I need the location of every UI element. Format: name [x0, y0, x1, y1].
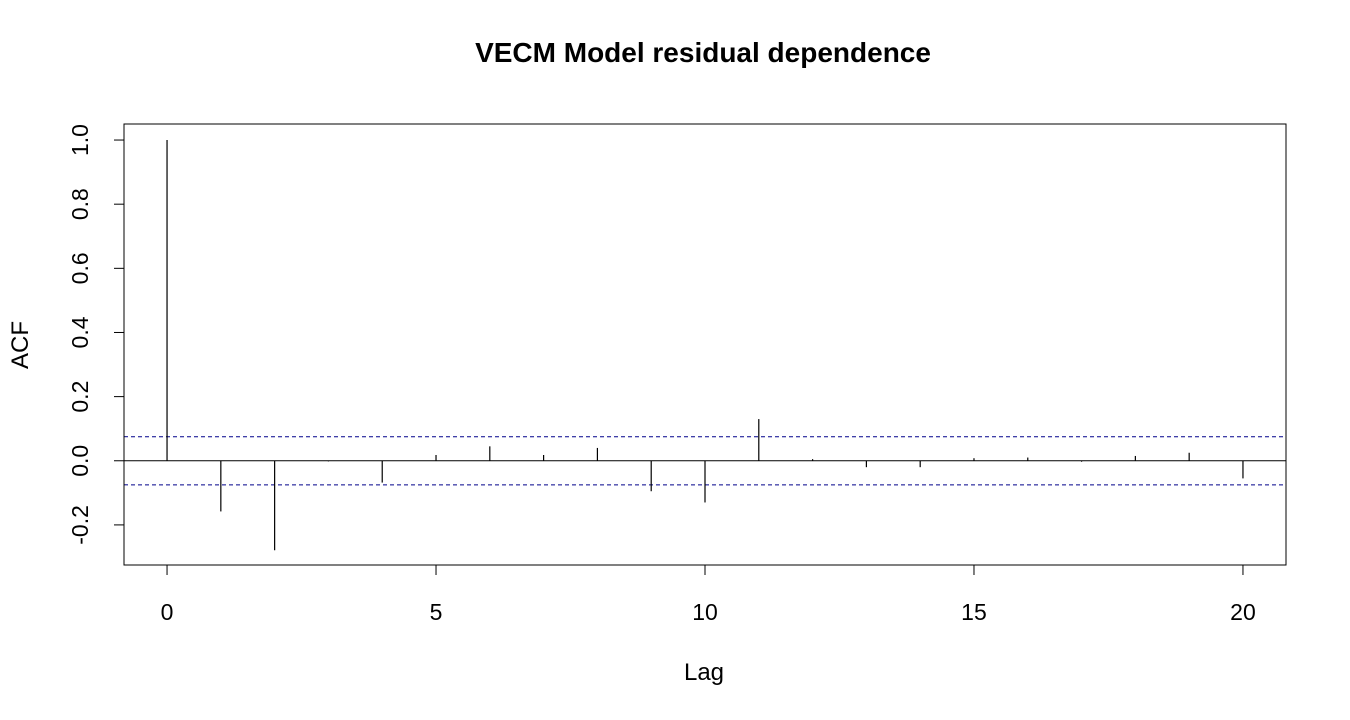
- y-tick-label: 0.6: [67, 252, 93, 284]
- y-tick-label: -0.2: [67, 505, 93, 545]
- y-tick-label: 0.4: [67, 316, 93, 348]
- y-tick-label: 0.8: [67, 188, 93, 220]
- x-tick-label: 0: [161, 599, 174, 625]
- x-axis-label: Lag: [684, 659, 724, 686]
- x-tick-label: 20: [1230, 599, 1256, 625]
- x-tick-label: 10: [692, 599, 718, 625]
- y-axis-label: ACF: [7, 321, 34, 369]
- x-tick-label: 5: [430, 599, 443, 625]
- chart-title: VECM Model residual dependence: [475, 37, 931, 68]
- y-tick-label: 1.0: [67, 124, 93, 156]
- y-tick-label: 0.0: [67, 445, 93, 477]
- x-tick-label: 15: [961, 599, 987, 625]
- y-tick-label: 0.2: [67, 381, 93, 413]
